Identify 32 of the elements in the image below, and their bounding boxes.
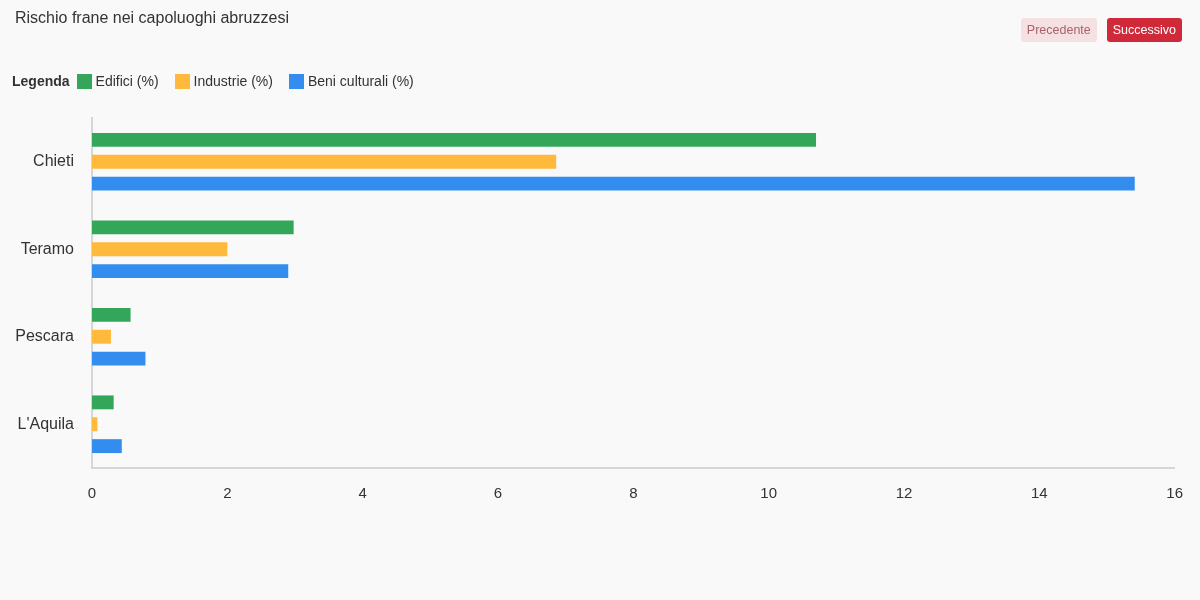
bar bbox=[92, 220, 294, 235]
y-tick-label: L'Aquila bbox=[17, 414, 75, 432]
bar bbox=[92, 132, 817, 147]
bar bbox=[92, 242, 228, 257]
y-tick-label: Teramo bbox=[20, 239, 75, 257]
bar bbox=[92, 329, 111, 344]
x-tick-label: 16 bbox=[1166, 484, 1183, 502]
button[interactable]: Successivo bbox=[1106, 18, 1182, 42]
legend-label: Industrie (%) bbox=[193, 73, 273, 89]
bar bbox=[92, 264, 289, 279]
x-tick-label: 14 bbox=[1030, 484, 1048, 502]
bar bbox=[92, 439, 122, 454]
bar bbox=[92, 395, 114, 410]
x-tick-label: 8 bbox=[629, 484, 638, 502]
x-tick-label: 0 bbox=[87, 484, 97, 502]
legend-label: Edifici (%) bbox=[95, 73, 159, 89]
x-tick-label: 6 bbox=[493, 484, 503, 502]
bar bbox=[92, 307, 131, 322]
bar bbox=[92, 154, 557, 169]
x-tick-label: 12 bbox=[895, 484, 913, 502]
legend-title: Legenda bbox=[12, 73, 70, 89]
bar bbox=[92, 417, 98, 432]
x-tick-label: 10 bbox=[760, 484, 777, 502]
bar bbox=[92, 351, 146, 366]
bar bbox=[92, 176, 1135, 191]
chart-title: Rischio frane nei capoluoghi abruzzesi bbox=[15, 9, 289, 27]
y-tick-label: Chieti bbox=[33, 152, 74, 170]
x-tick-label: 4 bbox=[358, 484, 367, 502]
y-tick-label: Pescara bbox=[15, 327, 75, 345]
x-tick-label: 2 bbox=[223, 484, 232, 502]
legend-label: Beni culturali (%) bbox=[307, 73, 414, 89]
button: Precedente bbox=[1020, 18, 1097, 42]
